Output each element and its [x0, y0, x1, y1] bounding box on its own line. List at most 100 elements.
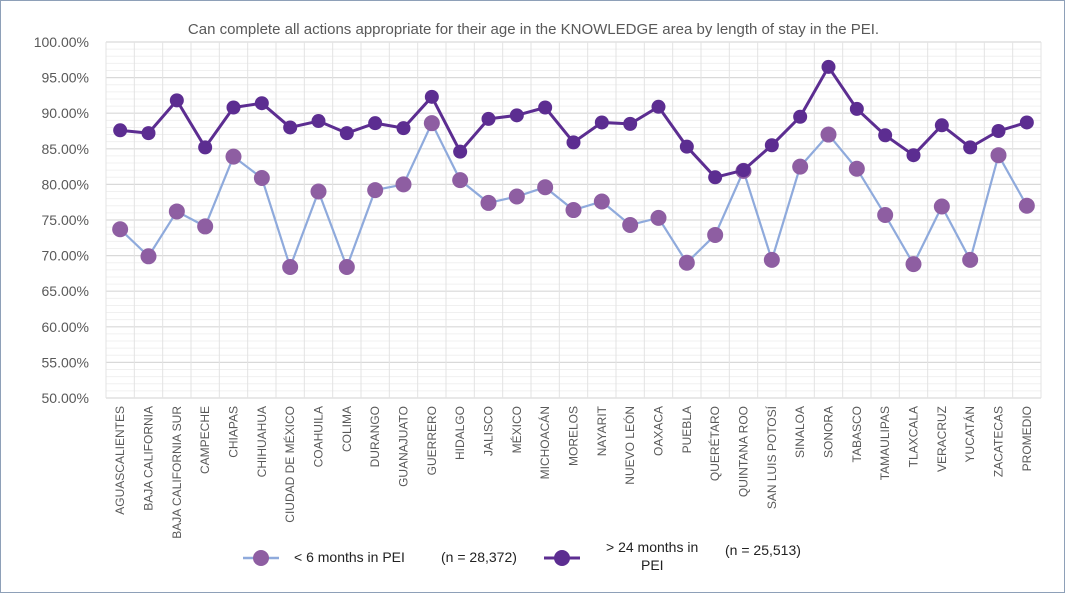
- series-2-point: [141, 126, 156, 141]
- series-2-point: [1019, 115, 1034, 130]
- x-tick-label: JALISCO: [482, 406, 496, 456]
- y-tick-label: 85.00%: [42, 141, 89, 157]
- x-tick-label: SAN LUIS POTOSÍ: [764, 405, 779, 509]
- x-tick-label: CIUDAD DE MÉXICO: [282, 406, 297, 523]
- series-1-point: [423, 115, 440, 132]
- series-1-point: [537, 179, 554, 196]
- series-2-point: [368, 116, 383, 131]
- legend-label-series-2-line2: PEI: [641, 557, 664, 573]
- series-1-point: [678, 254, 695, 271]
- x-tick-label: BAJA CALIFORNIA: [142, 406, 156, 511]
- series-2-point: [736, 163, 751, 178]
- series-2-point: [311, 114, 326, 129]
- x-tick-label: OAXACA: [652, 406, 666, 456]
- x-tick-label: MORELOS: [567, 406, 581, 466]
- series-2-point: [934, 118, 949, 133]
- x-tick-label: COLIMA: [340, 406, 354, 452]
- x-tick-label: TAMAULIPAS: [878, 406, 892, 480]
- legend-n-series-1: (n = 28,372): [441, 549, 517, 565]
- series-1-point: [310, 183, 327, 200]
- x-tick-label: MICHOACÁN: [537, 406, 552, 479]
- y-tick-label: 80.00%: [42, 176, 89, 192]
- x-tick-label: CAMPECHE: [198, 406, 212, 474]
- x-tick-label: PROMEDIO: [1020, 406, 1034, 471]
- series-1-point: [1018, 197, 1035, 214]
- series-1-point: [508, 188, 525, 205]
- series-2-point: [339, 126, 354, 141]
- series-2-point: [594, 115, 609, 130]
- series-1-point: [253, 169, 270, 186]
- series-1-point: [282, 258, 299, 275]
- x-tick-label: GUERRERO: [425, 406, 439, 475]
- series-2-point: [254, 96, 269, 111]
- series-1-point: [225, 148, 242, 165]
- x-tick-label: TABASCO: [850, 406, 864, 462]
- x-tick-label: DURANGO: [368, 406, 382, 467]
- y-tick-label: 60.00%: [42, 319, 89, 335]
- x-tick-label: AGUASCALIENTES: [113, 406, 127, 515]
- series-2-point: [509, 108, 524, 123]
- series-1-point: [622, 216, 639, 233]
- series-2-point: [906, 148, 921, 163]
- series-2-point: [849, 101, 864, 116]
- series-1-point: [480, 194, 497, 211]
- series-1-point: [112, 221, 129, 238]
- legend-label-series-2-line1: > 24 months in: [606, 539, 699, 555]
- series-2-point: [708, 170, 723, 185]
- series-1-point: [820, 126, 837, 143]
- series-2-point: [821, 59, 836, 74]
- y-tick-label: 65.00%: [42, 283, 89, 299]
- x-tick-label: SONORA: [822, 406, 836, 458]
- legend-marker-series-2: [544, 550, 580, 566]
- y-tick-label: 95.00%: [42, 70, 89, 86]
- x-tick-label: NAYARIT: [595, 405, 609, 456]
- series-1-point: [395, 176, 412, 193]
- series-1-point: [593, 193, 610, 210]
- series-2-point: [424, 89, 439, 104]
- y-tick-label: 50.00%: [42, 390, 89, 406]
- series-2-point: [283, 120, 298, 135]
- x-tick-label: COAHUILA: [312, 406, 326, 467]
- series-2-point: [226, 100, 241, 115]
- series-2-point: [481, 111, 496, 126]
- series-2-point: [878, 128, 893, 143]
- series-1-point: [197, 218, 214, 235]
- series-1-point: [848, 160, 865, 177]
- x-tick-label: VERACRUZ: [935, 406, 949, 472]
- series-1-point: [565, 202, 582, 219]
- series-1-point: [338, 258, 355, 275]
- series-2-point: [623, 116, 638, 131]
- x-tick-label: CHIHUAHUA: [255, 406, 269, 477]
- x-tick-label: QUERÉTARO: [707, 406, 722, 481]
- series-1-point: [168, 203, 185, 220]
- series-1-point: [763, 251, 780, 268]
- series-2-point: [169, 93, 184, 108]
- series-2-point: [651, 99, 666, 114]
- series-1-point: [962, 251, 979, 268]
- series-2-point: [991, 124, 1006, 138]
- series-2-point: [198, 140, 213, 155]
- x-tick-label: GUANAJUATO: [397, 406, 411, 487]
- series-2-point: [538, 100, 553, 115]
- legend-marker-series-1: [243, 550, 279, 566]
- x-tick-label: SINALOA: [793, 406, 807, 458]
- x-tick-label: BAJA CALIFORNIA SUR: [170, 406, 184, 539]
- series-2-line: [120, 64, 1028, 179]
- y-tick-label: 100.00%: [34, 34, 89, 50]
- x-tick-label: YUCATÁN: [962, 406, 977, 462]
- x-tick-label: ZACATECAS: [992, 406, 1006, 477]
- series-2-point: [396, 121, 411, 136]
- series-2-point: [453, 144, 468, 159]
- series-2-point: [764, 138, 779, 153]
- y-tick-label: 75.00%: [42, 212, 89, 228]
- x-tick-label: HIDALGO: [453, 406, 467, 460]
- series-1-point: [367, 182, 384, 199]
- series-1-point: [905, 256, 922, 273]
- series-1-point: [452, 172, 469, 189]
- series-1-point: [933, 198, 950, 215]
- x-tick-label: CHIAPAS: [227, 406, 241, 458]
- series-2-point: [113, 123, 128, 138]
- x-tick-label: PUEBLA: [680, 406, 694, 453]
